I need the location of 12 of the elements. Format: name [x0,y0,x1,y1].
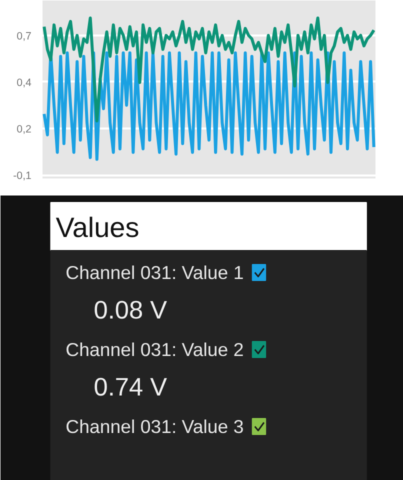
y-tick-label: -0,1 [13,170,32,182]
y-tick-label: 0,7 [16,30,32,42]
legend-label: Channel 031: Value 2 [66,339,244,360]
legend-label: Channel 031: Value 1 [66,262,244,283]
text: 0.08 V [94,296,168,324]
line-series [42,51,376,161]
text: 0.74 V [94,374,168,402]
text: Values [56,212,140,243]
y-tick-label: 0,4 [16,76,32,89]
line-series [42,16,376,122]
legend-label: Channel 031: Value 3 [66,416,244,437]
y-tick-label: 0,2 [16,123,32,136]
